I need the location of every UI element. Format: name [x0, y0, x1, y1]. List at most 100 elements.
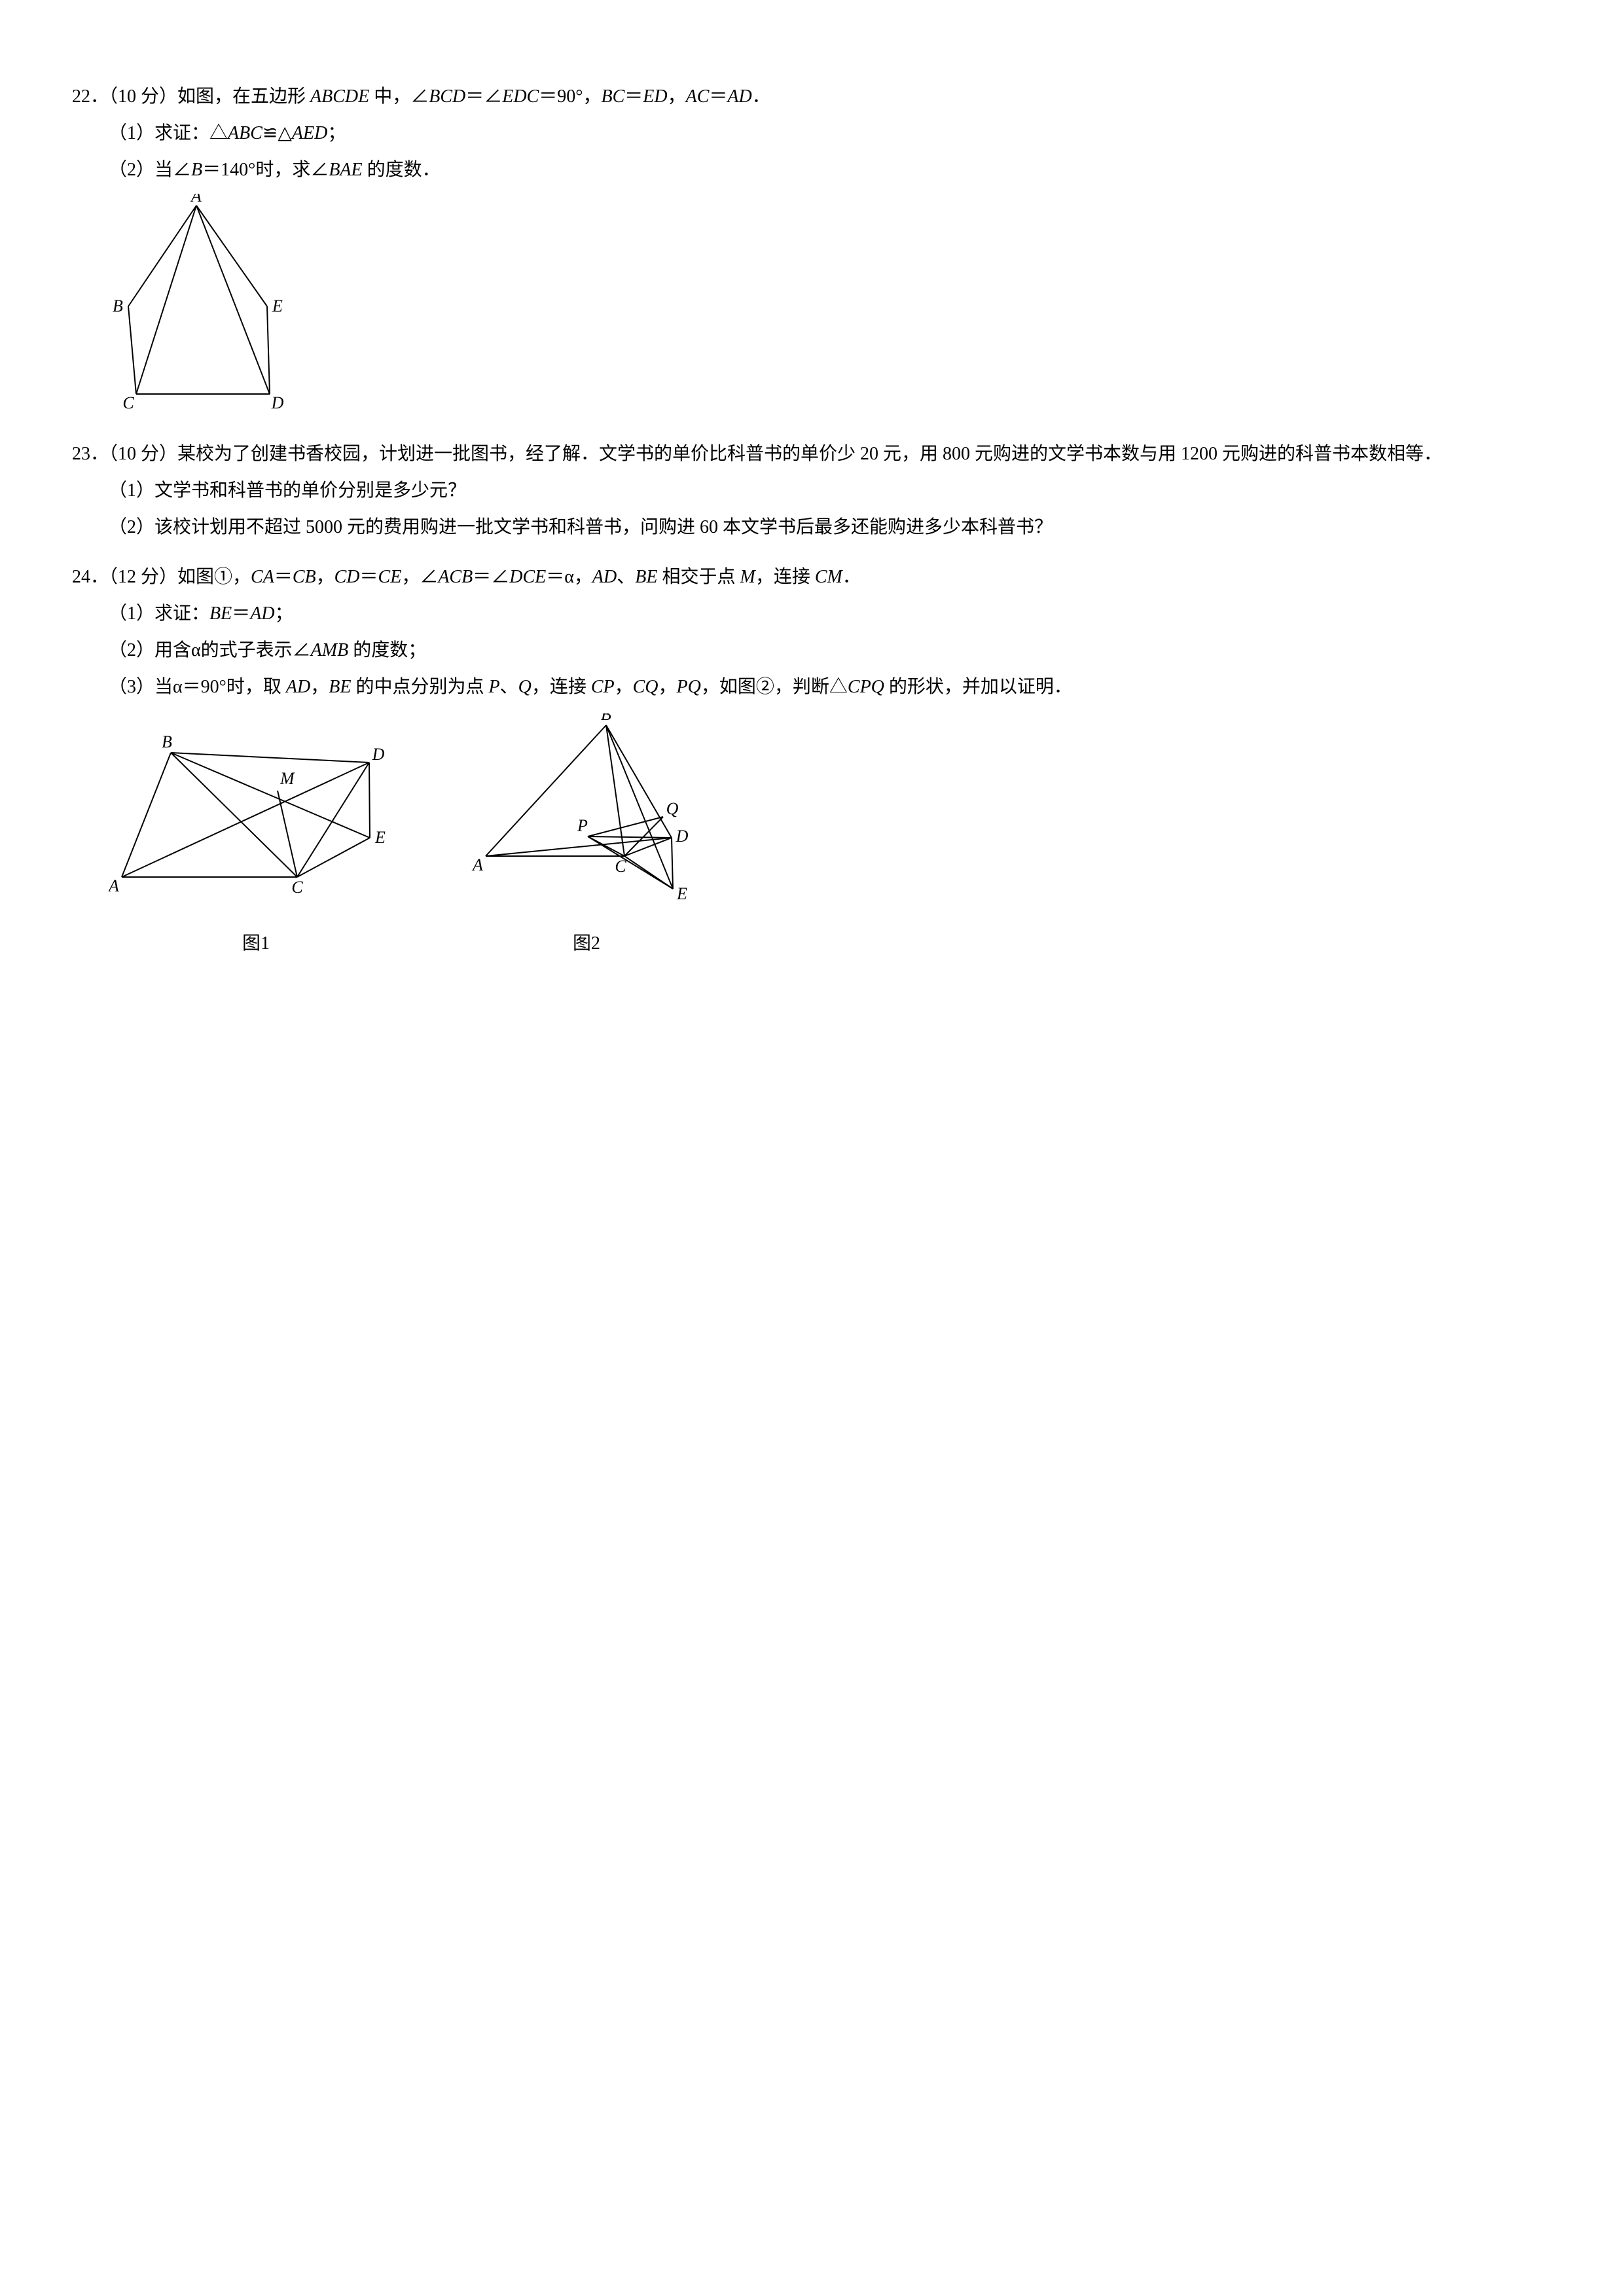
text: （2）用含α的式子表示∠ [109, 640, 311, 660]
q23-stem: 23．（10 分）某校为了创建书香校园，计划进一批图书，经了解．文学书的单价比科… [72, 436, 1552, 473]
svg-text:E: E [676, 884, 687, 903]
svg-text:A: A [109, 876, 119, 895]
svg-text:B: B [113, 296, 123, 315]
svg-text:B: B [601, 713, 611, 724]
text: BC [601, 86, 624, 107]
svg-text:Q: Q [666, 799, 679, 818]
q24-part2: （2）用含α的式子表示∠AMB 的度数； [72, 632, 1552, 669]
text: （2）当∠ [109, 160, 191, 180]
text: CPQ [848, 677, 884, 697]
text: ＝90°， [539, 86, 601, 107]
text: AD [250, 603, 274, 624]
q24-diagrams: A B C D E M 图1 A B C D E P Q 图2 [72, 713, 1552, 962]
text: BCD [429, 86, 465, 107]
problem-23: 23．（10 分）某校为了创建书香校园，计划进一批图书，经了解．文学书的单价比科… [72, 436, 1552, 546]
text: CP [591, 677, 615, 697]
text: ， [615, 677, 633, 697]
text: M [740, 567, 755, 587]
q22-part2: （2）当∠B＝140°时，求∠BAE 的度数． [72, 152, 1552, 188]
svg-text:D: D [676, 827, 689, 846]
text: ＝140°时，求∠ [202, 160, 329, 180]
text: BE [209, 603, 232, 624]
text: ＝ [274, 567, 293, 587]
svg-text:C: C [291, 878, 303, 897]
svg-text:M: M [280, 769, 295, 788]
fig2-wrap: A B C D E P Q 图2 [469, 713, 704, 962]
text: ，连接 [755, 567, 815, 587]
text: DCE [509, 567, 546, 587]
text: BE [635, 567, 657, 587]
text: 相交于点 [657, 567, 740, 587]
fig1-diagram: A B C D E M [109, 726, 403, 910]
svg-text:P: P [577, 816, 588, 835]
text: 22．（10 分）如图，在五边形 [72, 86, 310, 107]
q22-part1: （1）求证：△ABC≌△AED； [72, 115, 1552, 152]
text: 的中点分别为点 [351, 677, 488, 697]
problem-22: 22．（10 分）如图，在五边形 ABCDE 中，∠BCD＝∠EDC＝90°，B… [72, 79, 1552, 423]
svg-text:D: D [372, 745, 385, 764]
text: AD [286, 677, 310, 697]
text: ，如图②，判断△ [701, 677, 848, 697]
text: EDC [502, 86, 539, 107]
text: ＝α， [546, 567, 592, 587]
text: 的度数； [348, 640, 426, 660]
text: AC [686, 86, 710, 107]
text: 中，∠ [369, 86, 429, 107]
text: ＝∠ [465, 86, 502, 107]
svg-text:E: E [272, 296, 283, 315]
svg-text:C: C [615, 857, 626, 876]
pentagon-diagram: ABCDE [109, 194, 292, 410]
text: BE [329, 677, 351, 697]
q22-stem: 22．（10 分）如图，在五边形 ABCDE 中，∠BCD＝∠EDC＝90°，B… [72, 79, 1552, 115]
text: ＝ [232, 603, 250, 624]
svg-text:B: B [162, 732, 172, 751]
text: （1）求证：△ [109, 123, 228, 143]
text: ， [668, 86, 686, 107]
text: ， [316, 567, 334, 587]
q24-part1: （1）求证：BE＝AD； [72, 596, 1552, 632]
fig2-diagram: A B C D E P Q [469, 713, 704, 910]
svg-text:A: A [471, 855, 483, 874]
text: CM [815, 567, 842, 587]
text: P [488, 677, 499, 697]
text: AED [292, 123, 327, 143]
fig1-wrap: A B C D E M 图1 [109, 726, 403, 962]
q24-stem: 24．（12 分）如图①，CA＝CB，CD＝CE，∠ACB＝∠DCE＝α，AD、… [72, 559, 1552, 596]
text: ， [310, 677, 329, 697]
text: PQ [677, 677, 701, 697]
text: （3）当α＝90°时，取 [109, 677, 286, 697]
text: 、 [500, 677, 518, 697]
fig1-label: 图1 [109, 925, 403, 962]
text: BAE [329, 160, 362, 180]
text: ，∠ [401, 567, 438, 587]
text: ＝∠ [473, 567, 509, 587]
q23-part2: （2）该校计划用不超过 5000 元的费用购进一批文学书和科普书，问购进 60 … [72, 509, 1552, 546]
text: ，连接 [532, 677, 591, 697]
text: CB [293, 567, 316, 587]
problem-24: 24．（12 分）如图①，CA＝CB，CD＝CE，∠ACB＝∠DCE＝α，AD、… [72, 559, 1552, 962]
text: 的形状，并加以证明． [884, 677, 1072, 697]
svg-text:E: E [374, 828, 386, 847]
q22-diagram: ABCDE [72, 194, 1552, 423]
text: 的度数． [363, 160, 441, 180]
text: ； [275, 603, 293, 624]
text: ， [659, 677, 677, 697]
text: ABC [228, 123, 262, 143]
text: （1）求证： [109, 603, 209, 624]
text: ACB [438, 567, 473, 587]
text: ． [752, 86, 770, 107]
fig2-label: 图2 [469, 925, 704, 962]
text: CA [251, 567, 274, 587]
text: ABCDE [310, 86, 369, 107]
text: AD [727, 86, 751, 107]
text: ED [643, 86, 667, 107]
text: AMB [311, 640, 349, 660]
svg-text:A: A [190, 194, 202, 206]
text: 24．（12 分）如图①， [72, 567, 251, 587]
text: CD [334, 567, 360, 587]
text: ． [842, 567, 861, 587]
text: ； [327, 123, 346, 143]
text: CE [378, 567, 402, 587]
text: B [191, 160, 202, 180]
text: 、 [617, 567, 635, 587]
